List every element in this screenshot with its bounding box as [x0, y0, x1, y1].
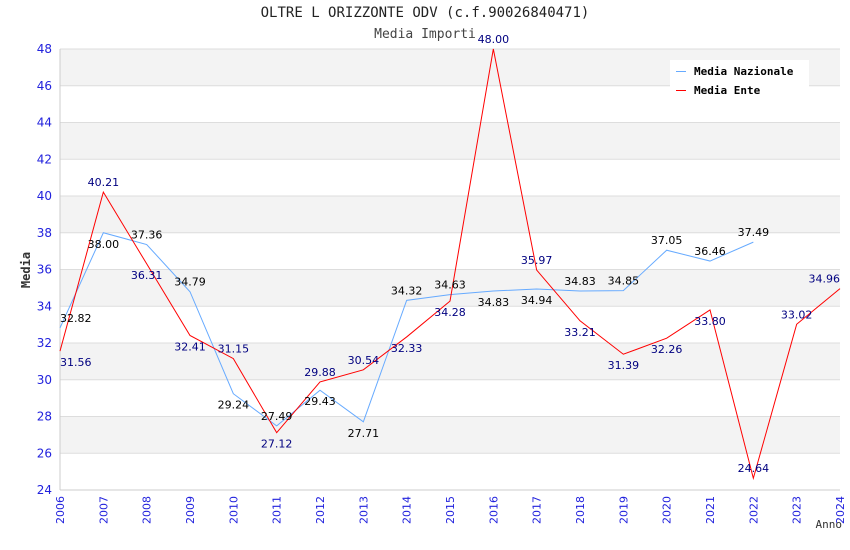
- data-label: 34.83: [478, 296, 510, 309]
- data-label: 24.64: [738, 462, 770, 475]
- x-tick-label: 2024: [834, 496, 847, 524]
- x-tick-label: 2022: [747, 496, 760, 524]
- data-label: 34.79: [174, 276, 206, 289]
- y-tick-label: 40: [37, 189, 52, 203]
- x-tick-label: 2019: [617, 496, 630, 524]
- grid-band: [60, 343, 840, 380]
- data-label: 37.49: [738, 226, 770, 239]
- x-tick-label: 2015: [444, 496, 457, 524]
- data-label: 34.94: [521, 294, 553, 307]
- data-label: 34.32: [391, 284, 423, 297]
- y-tick-label: 42: [37, 152, 52, 166]
- x-tick-label: 2021: [704, 496, 717, 524]
- data-label: 37.36: [131, 229, 163, 242]
- y-tick-label: 30: [37, 373, 52, 387]
- x-tick-label: 2020: [661, 496, 674, 524]
- data-label: 36.31: [131, 269, 163, 282]
- x-tick-label: 2009: [184, 496, 197, 524]
- grid-band: [60, 196, 840, 233]
- data-label: 29.24: [218, 399, 250, 412]
- data-label: 29.88: [304, 366, 336, 379]
- data-label: 34.28: [434, 306, 466, 319]
- data-label: 32.26: [651, 343, 683, 356]
- data-label: 30.54: [348, 354, 380, 367]
- data-label: 27.12: [261, 438, 293, 451]
- y-tick-label: 24: [37, 483, 52, 497]
- data-label: 33.21: [564, 326, 596, 339]
- data-label: 32.33: [391, 342, 423, 355]
- data-label: 33.80: [694, 315, 726, 328]
- legend-label: Media Nazionale: [694, 65, 794, 78]
- y-axis-label: Media: [19, 252, 33, 288]
- data-label: 31.56: [60, 356, 92, 369]
- x-tick-label: 2011: [271, 496, 284, 524]
- x-tick-label: 2008: [141, 496, 154, 524]
- chart-subtitle: Media Importi: [374, 27, 476, 42]
- data-label: 31.39: [608, 359, 640, 372]
- x-tick-label: 2012: [314, 496, 327, 524]
- x-tick-label: 2017: [531, 496, 544, 524]
- legend-swatch: [676, 70, 686, 73]
- data-label: 32.41: [174, 340, 206, 353]
- data-label: 37.05: [651, 234, 683, 247]
- x-tick-label: 2018: [574, 496, 587, 524]
- data-label: 34.63: [434, 279, 466, 292]
- series-line-1: [59, 48, 841, 481]
- data-label: 27.71: [348, 427, 380, 440]
- x-tick-label: 2016: [487, 496, 500, 524]
- data-label: 48.00: [478, 33, 510, 46]
- x-tick-label: 2023: [791, 496, 804, 524]
- data-label: 34.85: [608, 275, 640, 288]
- y-tick-label: 28: [37, 410, 52, 424]
- x-tick-label: 2007: [97, 496, 110, 524]
- y-tick-label: 38: [37, 226, 52, 240]
- y-tick-label: 44: [37, 116, 52, 130]
- x-tick-label: 2006: [54, 496, 67, 524]
- grid-band: [60, 416, 840, 454]
- data-label: 27.49: [261, 410, 293, 423]
- x-tick-label: 2010: [227, 496, 240, 524]
- series-line-0: [59, 232, 754, 427]
- y-tick-label: 26: [37, 446, 52, 460]
- x-tick-label: 2014: [401, 496, 414, 524]
- data-label: 36.46: [694, 245, 726, 258]
- y-tick-label: 34: [37, 299, 52, 313]
- x-axis-label: Anno: [816, 518, 843, 531]
- y-tick-label: 32: [37, 336, 52, 350]
- data-label: 38.00: [88, 238, 120, 251]
- data-label: 32.82: [60, 312, 92, 325]
- data-label: 35.97: [521, 254, 553, 267]
- grid-band: [60, 122, 840, 160]
- data-label: 31.15: [218, 343, 250, 356]
- y-tick-label: 36: [37, 263, 52, 277]
- legend-item-ente: Media Ente: [676, 84, 760, 97]
- data-label: 34.96: [809, 273, 841, 286]
- legend-swatch: [676, 89, 686, 92]
- data-label: 33.02: [781, 308, 813, 321]
- data-label: 34.83: [564, 275, 596, 288]
- data-label: 40.21: [88, 176, 120, 189]
- chart-title: OLTRE L ORIZZONTE ODV (c.f.90026840471): [260, 5, 590, 21]
- y-tick-label: 48: [37, 42, 52, 56]
- data-label: 29.43: [304, 395, 336, 408]
- legend: Media Nazionale Media Ente: [670, 60, 809, 102]
- y-tick-label: 46: [37, 79, 52, 93]
- legend-label: Media Ente: [694, 84, 761, 97]
- legend-item-nazionale: Media Nazionale: [676, 65, 793, 78]
- x-tick-label: 2013: [357, 496, 370, 524]
